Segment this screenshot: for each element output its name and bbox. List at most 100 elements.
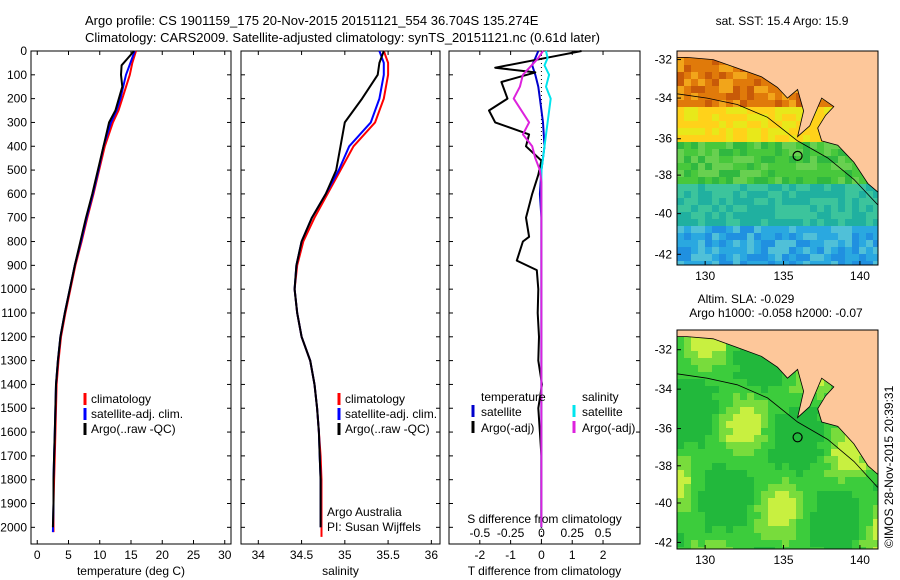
map-y-tick-label: -34 bbox=[655, 382, 673, 396]
x-axis-label: temperature (deg C) bbox=[77, 564, 185, 578]
map-frame bbox=[676, 329, 879, 550]
legend-temp-satellite: satellite bbox=[481, 405, 522, 419]
legend-salinity-title: salinity bbox=[582, 390, 619, 404]
legend-argo: Argo(..raw -QC) bbox=[91, 422, 176, 436]
s-tick-label: 0.5 bbox=[595, 526, 612, 540]
header-line2: Climatology: CARS2009. Satellite-adjuste… bbox=[85, 30, 600, 45]
header-line1: Argo profile: CS 1901159_175 20-Nov-2015… bbox=[85, 13, 539, 28]
y-tick-label: 100 bbox=[7, 68, 27, 82]
legend-climatology: climatology bbox=[345, 392, 405, 406]
y-tick-label: 1600 bbox=[0, 425, 27, 439]
map-y-tick-label: -40 bbox=[655, 496, 673, 510]
x-tick-label: 2 bbox=[600, 548, 607, 562]
map-x-tick-label: 135 bbox=[774, 269, 794, 283]
y-tick-label: 400 bbox=[7, 139, 27, 153]
x-tick-label: 5 bbox=[65, 548, 72, 562]
x-tick-label: 35.5 bbox=[376, 548, 400, 562]
series-line-argo-raw-qc- bbox=[293, 50, 385, 528]
map-field bbox=[677, 51, 878, 265]
map-y-tick-label: -40 bbox=[655, 207, 673, 221]
series-line-temperature-argo-adj- bbox=[488, 50, 582, 528]
map-x-tick-label: 140 bbox=[850, 269, 870, 283]
legend-sal-satellite: satellite bbox=[582, 405, 623, 419]
map-x-tick-label: 130 bbox=[695, 553, 715, 567]
temperature-panel: 0 5 10 15 20 25 300100200300400500600700800900… bbox=[0, 44, 231, 578]
x-tick-label: 20 bbox=[156, 548, 170, 562]
map-x-tick-label: 140 bbox=[850, 553, 870, 567]
x-tick-label: -2 bbox=[474, 548, 485, 562]
y-tick-label: 900 bbox=[7, 258, 27, 272]
difference-legend: temperature satellite Argo(-adj) salinit… bbox=[471, 390, 635, 435]
map-y-tick-label: -42 bbox=[655, 247, 673, 261]
credit-text: ©IMOS 28-Nov-2015 20:39:31 bbox=[882, 385, 896, 548]
salinity-panel: 34 34.5 35 35.5 36 salinity bbox=[240, 50, 441, 578]
profile-location-marker bbox=[792, 150, 803, 161]
sla-map-title-line1: Altim. SLA: -0.029 bbox=[698, 292, 795, 306]
y-tick-label: 2000 bbox=[0, 520, 27, 534]
x-tick-label: 36 bbox=[425, 548, 439, 562]
legend-temp-argo: Argo(-adj) bbox=[481, 421, 534, 435]
s-tick-label: 0.25 bbox=[561, 526, 585, 540]
x-tick-label: 34.5 bbox=[290, 548, 314, 562]
x-tick-label: 0 bbox=[538, 548, 545, 562]
x-tick-label: 0 bbox=[34, 548, 41, 562]
legend-satellite-adj: satellite-adj. clim. bbox=[345, 407, 437, 421]
temperature-legend: climatology satellite-adj. clim. Argo(..… bbox=[83, 392, 183, 436]
s-axis-label: S difference from climatology bbox=[467, 512, 622, 526]
plot-frame bbox=[448, 50, 641, 545]
x-tick-label: 1 bbox=[569, 548, 576, 562]
land-area bbox=[677, 51, 878, 193]
y-tick-label: 1100 bbox=[1, 306, 27, 320]
map-field bbox=[677, 330, 878, 549]
map-y-tick-label: -38 bbox=[655, 459, 673, 473]
y-tick-label: 0 bbox=[20, 44, 27, 58]
series-line-salinity-argo-adj- bbox=[512, 50, 544, 528]
x-axis-label: T difference from climatology bbox=[468, 564, 622, 578]
profile-location-marker bbox=[792, 432, 803, 443]
x-tick-label: 34 bbox=[252, 548, 266, 562]
y-tick-label: 300 bbox=[7, 115, 27, 129]
y-tick-label: 1300 bbox=[0, 354, 27, 368]
map-y-tick-label: -36 bbox=[655, 132, 673, 146]
map-y-tick-label: -32 bbox=[655, 343, 673, 357]
s-tick-label: 0 bbox=[538, 526, 545, 540]
y-tick-label: 800 bbox=[7, 235, 27, 249]
annotation-line1: Argo Australia bbox=[327, 505, 402, 519]
map-y-tick-label: -36 bbox=[655, 422, 673, 436]
x-axis-label: salinity bbox=[322, 564, 359, 578]
y-tick-label: 1800 bbox=[0, 473, 27, 487]
y-tick-label: 1700 bbox=[0, 449, 27, 463]
plot-frame bbox=[30, 50, 232, 545]
difference-panel: -2 -1 0 1 2 -0.5 -0.25 0 0.25 0.5S difference fro… bbox=[448, 50, 641, 578]
series-line-argo-raw-qc- bbox=[51, 50, 135, 528]
legend-sal-argo: Argo(-adj) bbox=[582, 421, 635, 435]
x-tick-label: 30 bbox=[218, 548, 232, 562]
map-x-tick-label: 130 bbox=[695, 269, 715, 283]
y-tick-label: 1200 bbox=[0, 330, 27, 344]
x-tick-label: 10 bbox=[93, 548, 107, 562]
map-y-tick-label: -32 bbox=[655, 53, 673, 67]
legend-satellite-adj: satellite-adj. clim. bbox=[91, 407, 183, 421]
y-tick-label: 600 bbox=[7, 187, 27, 201]
y-tick-label: 1000 bbox=[0, 282, 27, 296]
legend-argo: Argo(..raw -QC) bbox=[345, 422, 430, 436]
y-tick-label: 1400 bbox=[0, 377, 27, 391]
map-x-tick-label: 135 bbox=[774, 553, 794, 567]
sst-map: 130 135 140 -32 -34 -36 -38 -40 -42 bbox=[655, 50, 879, 283]
x-tick-label: -1 bbox=[505, 548, 516, 562]
annotation-line2: PI: Susan Wijffels bbox=[327, 520, 421, 534]
map-y-tick-label: -42 bbox=[655, 535, 673, 549]
x-tick-label: 35 bbox=[338, 548, 352, 562]
map-frame bbox=[676, 50, 879, 266]
legend-temperature-title: temperature bbox=[481, 390, 546, 404]
x-tick-label: 15 bbox=[124, 548, 138, 562]
y-tick-label: 1500 bbox=[0, 401, 27, 415]
sla-map: 130 135 140 -32 -34 -36 -38 -40 -42 bbox=[655, 329, 879, 567]
x-tick-label: 25 bbox=[187, 548, 201, 562]
s-tick-label: -0.25 bbox=[497, 526, 525, 540]
land-area bbox=[677, 330, 878, 476]
legend-climatology: climatology bbox=[91, 392, 151, 406]
sla-map-title-line2: Argo h1000: -0.058 h2000: -0.07 bbox=[689, 306, 863, 320]
salinity-legend: climatology satellite-adj. clim. Argo(..… bbox=[327, 392, 437, 534]
